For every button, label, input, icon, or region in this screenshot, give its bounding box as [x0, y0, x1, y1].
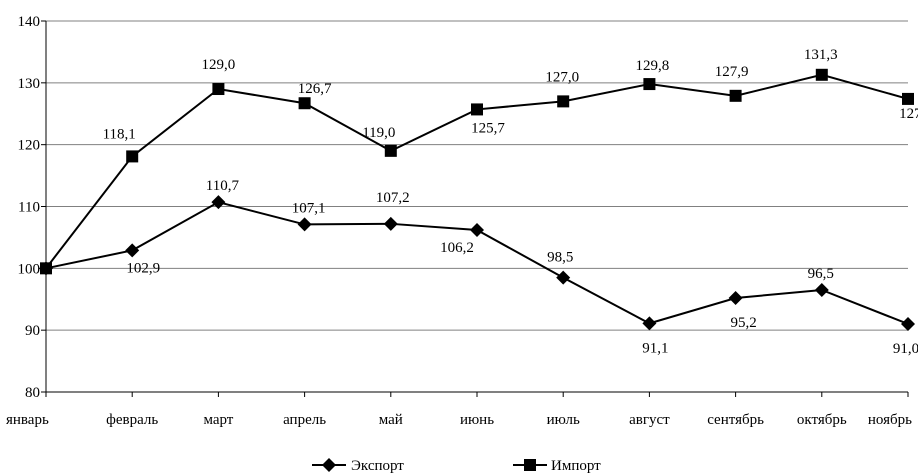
- data-point-diamond: [728, 291, 743, 306]
- x-tick-label: май: [379, 412, 403, 428]
- data-label: 125,7: [471, 120, 505, 136]
- data-point-diamond: [470, 222, 484, 237]
- data-label: 91,1: [642, 340, 668, 356]
- data-point-square: [298, 97, 311, 110]
- data-labels: 102,9 110,7 107,1 107,2 106,2 98,5 91,1 95,2 96,…: [103, 47, 918, 357]
- data-label: 95,2: [730, 315, 756, 331]
- data-label: 127,0: [545, 69, 579, 85]
- data-label: 129,0: [202, 57, 236, 73]
- data-label: 98,5: [547, 250, 573, 266]
- data-point-square: [471, 103, 483, 116]
- x-tick-label: сентябрь: [707, 412, 764, 428]
- data-label: 131,3: [804, 47, 838, 63]
- data-point-square: [729, 89, 742, 102]
- legend-marker-square: [524, 459, 536, 471]
- y-tick-label: 90: [25, 323, 40, 339]
- data-label: 102,9: [126, 260, 160, 276]
- data-label: 91,0: [893, 341, 918, 357]
- y-tick-label: 100: [18, 261, 41, 277]
- data-label: 118,1: [103, 126, 136, 142]
- data-point-square: [126, 150, 139, 163]
- x-tick-label: август: [629, 412, 670, 428]
- legend-item: Экспорт: [312, 458, 404, 474]
- y-tick-label: 140: [18, 14, 41, 30]
- data-point-diamond: [125, 243, 140, 258]
- y-tick-label: 80: [25, 385, 40, 401]
- x-tick-label: февраль: [106, 412, 158, 428]
- series-lines: [39, 68, 915, 331]
- legend: Экспорт Импорт: [312, 458, 601, 474]
- data-label: 107,2: [376, 190, 410, 206]
- data-label: 126,7: [298, 81, 332, 97]
- data-point-square: [557, 95, 570, 108]
- series-line: [45, 201, 909, 325]
- axes: 80 90 100 110 120 130 140 январь февраль март апре…: [6, 14, 912, 428]
- series-import: [40, 68, 914, 275]
- x-tick-label: март: [203, 412, 233, 428]
- y-tick-label: 130: [18, 76, 41, 92]
- data-point-diamond: [642, 316, 657, 331]
- data-point-diamond: [556, 270, 571, 285]
- x-tick-label: октябрь: [797, 412, 847, 428]
- data-point-diamond: [211, 195, 226, 210]
- series-export: [39, 195, 915, 331]
- data-label: 119,0: [362, 125, 395, 141]
- data-label: 110,7: [206, 178, 240, 194]
- data-label: 106,2: [440, 240, 474, 256]
- x-tick-label: январь: [6, 412, 49, 428]
- legend-label: Экспорт: [351, 458, 404, 474]
- data-point-square: [40, 262, 52, 275]
- y-tick-label: 110: [18, 200, 40, 216]
- data-label: 107,1: [292, 200, 326, 216]
- data-point-square: [815, 68, 828, 81]
- data-label: 129,8: [636, 58, 670, 74]
- data-point-diamond: [814, 282, 829, 297]
- data-point-square: [384, 144, 397, 157]
- x-tick-label: ноябрь: [868, 412, 912, 428]
- legend-item: Импорт: [513, 458, 601, 474]
- data-label: 127,4: [899, 106, 918, 122]
- legend-marker-diamond: [322, 458, 336, 472]
- y-tick-label: 120: [18, 138, 41, 154]
- data-label: 127,9: [715, 64, 749, 80]
- data-point-diamond: [383, 216, 398, 231]
- data-point-diamond: [901, 316, 915, 331]
- data-point-square: [902, 92, 914, 105]
- gridlines: [46, 20, 908, 331]
- data-point-square: [643, 78, 656, 91]
- data-point-square: [212, 83, 225, 96]
- x-tick-label: июль: [547, 412, 580, 428]
- x-tick-label: апрель: [283, 412, 326, 428]
- x-tick-label: июнь: [460, 412, 494, 428]
- legend-label: Импорт: [551, 458, 601, 474]
- data-label: 96,5: [808, 266, 834, 282]
- data-point-diamond: [297, 217, 312, 232]
